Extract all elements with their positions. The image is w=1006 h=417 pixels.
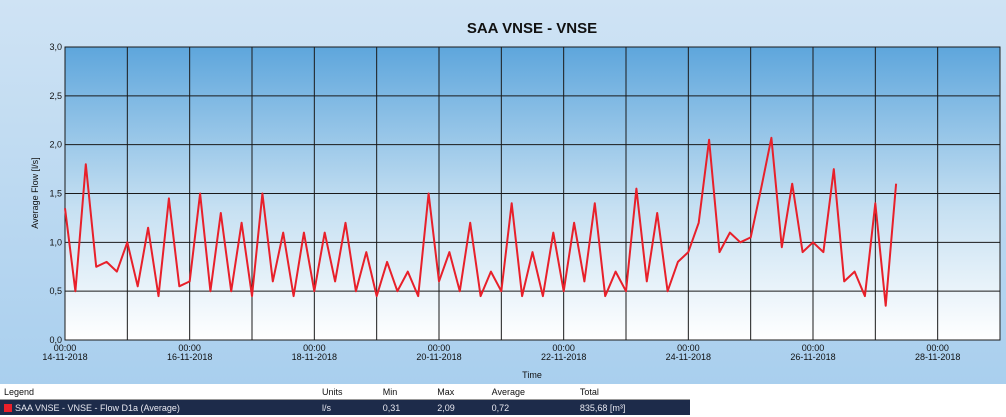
x-tick-label: 18-11-2018 [292, 352, 337, 362]
x-tick-label: 20-11-2018 [416, 352, 461, 362]
legend-cell: 2,09 [433, 399, 488, 415]
chart-title: SAA VNSE - VNSE [467, 20, 597, 37]
y-tick-label: 2,0 [49, 140, 62, 150]
x-tick-label: 26-11-2018 [790, 352, 835, 362]
x-tick-label: 14-11-2018 [42, 352, 87, 362]
x-tick-time: 00:00 [552, 343, 575, 353]
legend-header: Legend Units Min Max Average Total [0, 384, 690, 400]
x-tick-time: 00:00 [926, 343, 949, 353]
x-tick-time: 00:00 [802, 343, 825, 353]
y-tick-label: 2,5 [49, 91, 62, 101]
legend-table: Legend Units Min Max Average Total SAA V… [0, 384, 690, 415]
legend-heading: Average [487, 384, 576, 400]
legend-cell: l/s [318, 399, 379, 415]
x-tick-label: 16-11-2018 [167, 352, 212, 362]
x-tick-label: 28-11-2018 [915, 352, 960, 362]
legend-cell: 0,72 [487, 399, 576, 415]
y-tick-label: 3,0 [49, 42, 62, 52]
chart: SAA VNSE - VNSE Time Average Flow [l/s] … [0, 0, 1006, 384]
data-line [64, 136, 898, 307]
legend-heading: Units [318, 384, 379, 400]
y-tick-label: 1,5 [49, 189, 62, 199]
legend-row: SAA VNSE - VNSE - Flow D1a (Average) l/s… [0, 399, 690, 415]
y-tick-label: 0,0 [49, 335, 62, 345]
legend-cell: 0,31 [378, 399, 434, 415]
x-tick-time: 00:00 [428, 343, 451, 353]
y-tick-label: 0,5 [49, 286, 62, 296]
y-axis-label: Average Flow [l/s] [30, 157, 40, 228]
x-axis-label: Time [522, 370, 542, 380]
legend-heading: Total [575, 384, 690, 400]
legend-swatch [4, 404, 12, 413]
x-tick-time: 00:00 [303, 343, 326, 353]
legend-heading: Max [433, 384, 488, 400]
y-tick-label: 1,0 [49, 237, 62, 247]
x-tick-time: 00:00 [677, 343, 700, 353]
legend-heading: Min [378, 384, 434, 400]
x-tick-label: 22-11-2018 [541, 352, 586, 362]
legend-series-name: SAA VNSE - VNSE - Flow D1a (Average) [15, 402, 180, 413]
x-tick-label: 24-11-2018 [666, 352, 711, 362]
x-tick-time: 00:00 [54, 343, 77, 353]
legend-heading: Legend [0, 384, 318, 400]
x-tick-time: 00:00 [178, 343, 201, 353]
legend-series: SAA VNSE - VNSE - Flow D1a (Average) [0, 399, 318, 415]
legend-cell: 835,68 [m³] [575, 399, 690, 415]
